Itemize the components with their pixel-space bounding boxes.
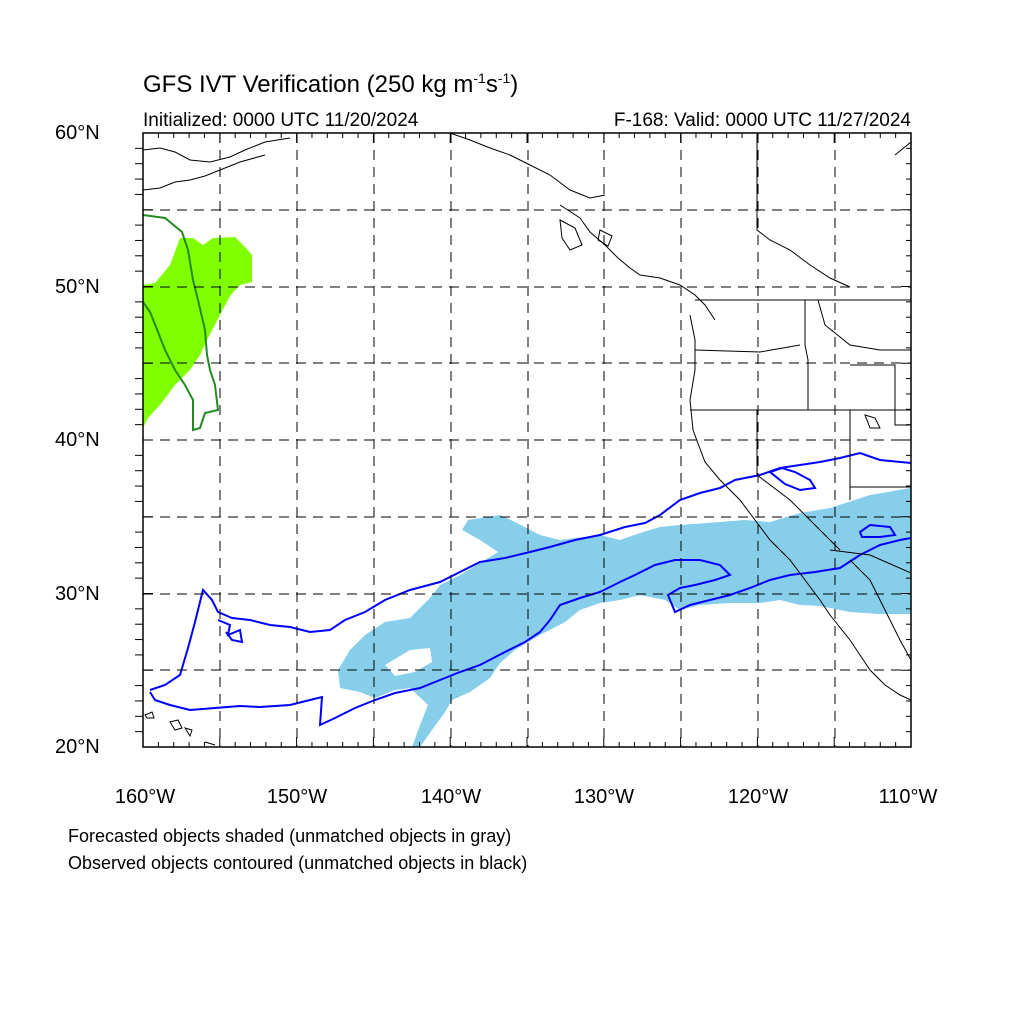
graticule bbox=[143, 133, 911, 747]
initialized-time: Initialized: 0000 UTC 11/20/2024 bbox=[143, 110, 419, 131]
caption-forecast: Forecasted objects shaded (unmatched obj… bbox=[68, 826, 512, 846]
map-title: GFS IVT Verification (250 kg m-1s-1) bbox=[143, 70, 519, 98]
lon-label-140w: 140°W bbox=[420, 786, 482, 808]
lon-label-130w: 130°W bbox=[573, 786, 635, 808]
caption-observed: Observed objects contoured (unmatched ob… bbox=[68, 853, 528, 873]
lon-label-120w: 120°W bbox=[727, 786, 789, 808]
lat-label-20: 20°N bbox=[55, 736, 100, 758]
lat-label-60: 60°N bbox=[55, 122, 100, 144]
lat-label-50: 50°N bbox=[55, 276, 100, 298]
lat-label-40: 40°N bbox=[55, 429, 100, 451]
forecast-object-river bbox=[338, 488, 911, 747]
valid-time: F-168: Valid: 0000 UTC 11/27/2024 bbox=[613, 110, 911, 131]
lon-label-160w: 160°W bbox=[114, 786, 176, 808]
observed-object-north bbox=[143, 214, 220, 432]
lon-label-150w: 150°W bbox=[266, 786, 328, 808]
lat-label-30: 30°N bbox=[55, 583, 100, 605]
forecast-object-north bbox=[143, 237, 252, 428]
observed-object-river bbox=[149, 451, 911, 691]
coastlines bbox=[143, 133, 911, 746]
axis-ticks bbox=[135, 132, 912, 748]
lon-label-110w: 110°W bbox=[878, 786, 938, 808]
